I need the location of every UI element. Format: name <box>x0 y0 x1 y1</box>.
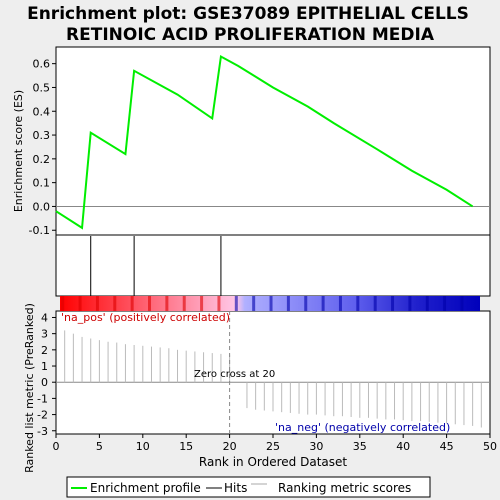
rank-stripe <box>78 296 82 311</box>
zero-cross-label: Zero cross at 20 <box>194 369 275 380</box>
metric-y-tick-label: -1 <box>37 392 48 405</box>
x-tick-label: 15 <box>179 440 193 453</box>
x-tick-label: 0 <box>53 440 60 453</box>
rank-stripe <box>182 296 186 311</box>
es-y-tick-label: 0.5 <box>33 81 51 94</box>
rank-stripe <box>95 296 99 311</box>
rank-stripe <box>269 296 273 311</box>
x-tick-label: 40 <box>396 440 410 453</box>
es-y-tick-label: 0.3 <box>33 129 51 142</box>
rank-stripe <box>408 296 412 311</box>
chart-title-line1: Enrichment plot: GSE37089 EPITHELIAL CEL… <box>27 4 469 24</box>
rank-stripe <box>148 296 152 311</box>
es-panel <box>55 46 491 236</box>
rank-stripe <box>200 296 204 311</box>
chart-title-line2: RETINOIC ACID PROLIFERATION MEDIA <box>66 25 435 45</box>
legend-es-label: Enrichment profile <box>90 481 201 495</box>
legend-box <box>66 476 431 498</box>
x-tick-label: 30 <box>309 440 323 453</box>
es-y-tick-label: 0.1 <box>33 177 51 190</box>
neg-correlated-label: 'na_neg' (negatively correlated) <box>275 421 450 434</box>
rank-stripe <box>61 296 65 311</box>
x-tick-label: 45 <box>440 440 454 453</box>
legend-hits-label: Hits <box>224 481 247 495</box>
rank-stripe <box>165 296 169 311</box>
metric-y-tick-label: -3 <box>37 425 48 438</box>
rank-color-bar <box>60 296 480 311</box>
rank-stripe <box>425 296 429 311</box>
metric-y-tick-label: 4 <box>41 311 48 324</box>
rank-stripe <box>286 296 290 311</box>
rank-stripe <box>321 296 325 311</box>
rank-stripe <box>391 296 395 311</box>
metric-y-tick-label: 2 <box>41 344 48 357</box>
hits-panel <box>55 234 491 297</box>
metric-y-axis-label: Ranked list metric (PreRanked) <box>23 303 36 473</box>
x-tick-label: 20 <box>223 440 237 453</box>
x-tick-label: 50 <box>483 440 497 453</box>
legend: Enrichment profile Hits Ranking metric s… <box>66 476 431 498</box>
x-tick-label: 25 <box>266 440 280 453</box>
rank-stripe <box>130 296 134 311</box>
es-y-tick-label: 0.0 <box>33 200 51 213</box>
rank-stripe <box>460 296 464 311</box>
metric-panel <box>55 310 491 435</box>
x-tick-label: 5 <box>96 440 103 453</box>
rank-stripe <box>252 296 256 311</box>
es-y-tick-label: -0.1 <box>29 224 50 237</box>
es-y-tick-label: 0.4 <box>33 105 51 118</box>
rank-stripe <box>113 296 117 311</box>
x-tick-label: 10 <box>136 440 150 453</box>
rank-stripe <box>356 296 360 311</box>
es-y-axis-label: Enrichment score (ES) <box>12 90 25 212</box>
x-tick-label: 35 <box>353 440 367 453</box>
metric-y-tick-label: -2 <box>37 409 48 422</box>
rank-stripe <box>373 296 377 311</box>
metric-y-tick-label: 1 <box>41 360 48 373</box>
legend-metric-label: Ranking metric scores <box>278 481 411 495</box>
metric-y-tick-label: 0 <box>41 376 48 389</box>
metric-y-tick-label: 3 <box>41 328 48 341</box>
enrichment-profile-line <box>55 54 474 230</box>
rank-stripe <box>304 296 308 311</box>
rank-stripe <box>234 296 238 311</box>
rank-stripe <box>443 296 447 311</box>
es-y-tick-label: 0.2 <box>33 153 51 166</box>
rank-stripe <box>338 296 342 311</box>
x-axis-label: Rank in Ordered Dataset <box>199 455 347 469</box>
pos-correlated-label: 'na_pos' (positively correlated) <box>61 311 230 324</box>
rank-stripe <box>217 296 221 311</box>
es-y-tick-label: 0.6 <box>33 58 51 71</box>
